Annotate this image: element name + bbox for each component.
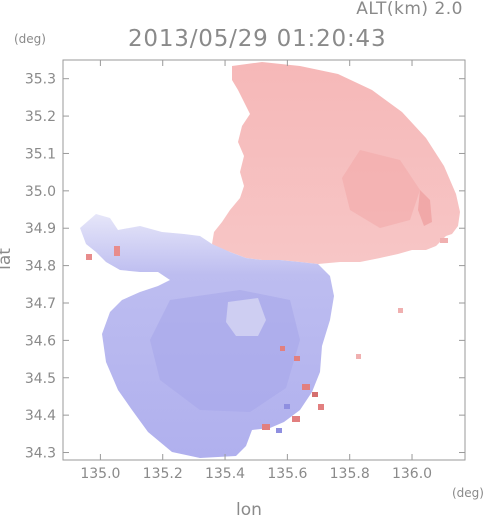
y-tick-label: 34.8 <box>25 259 56 275</box>
y-tick-label: 35.1 <box>25 146 56 162</box>
x-tick-label: 135.0 <box>80 466 120 482</box>
y-tick-label: 34.7 <box>25 296 56 312</box>
x-axis-label: lon <box>236 500 262 520</box>
y-tick-label: 34.5 <box>25 371 56 387</box>
x-tick-label: 135.2 <box>143 466 183 482</box>
y-tick-label: 35.3 <box>25 72 56 88</box>
y-tick-label: 35.0 <box>25 184 56 200</box>
positive-edge-cell <box>418 190 432 226</box>
x-tick-label: 136.0 <box>392 466 432 482</box>
velocity-field <box>80 62 460 458</box>
x-tick-label: 135.8 <box>330 466 370 482</box>
x-axis: 135.0 135.2 135.4 135.6 135.8 136.0 <box>80 60 432 482</box>
x-axis-unit: (deg) <box>452 486 484 500</box>
y-axis: 34.3 34.4 34.5 34.6 34.7 34.8 34.9 35.0 35.1 35.2… <box>25 72 465 462</box>
positive-core <box>342 150 420 228</box>
altitude-label: ALT(km) 2.0 <box>356 0 463 19</box>
y-tick-label: 34.4 <box>25 408 56 424</box>
positive-velocity-region <box>212 62 460 264</box>
x-tick-label: 135.4 <box>205 466 245 482</box>
y-tick-label: 35.2 <box>25 109 56 125</box>
plot-frame <box>62 59 466 461</box>
x-tick-label: 135.6 <box>267 466 307 482</box>
y-tick-label: 34.3 <box>25 446 56 462</box>
y-axis-unit: (deg) <box>14 32 46 46</box>
clutter-cells <box>86 238 448 433</box>
y-tick-label: 34.9 <box>25 221 56 237</box>
chart-title: 2013/05/29 01:20:43 <box>128 26 387 52</box>
negative-light-patch <box>226 298 266 336</box>
y-tick-label: 34.6 <box>25 333 56 349</box>
